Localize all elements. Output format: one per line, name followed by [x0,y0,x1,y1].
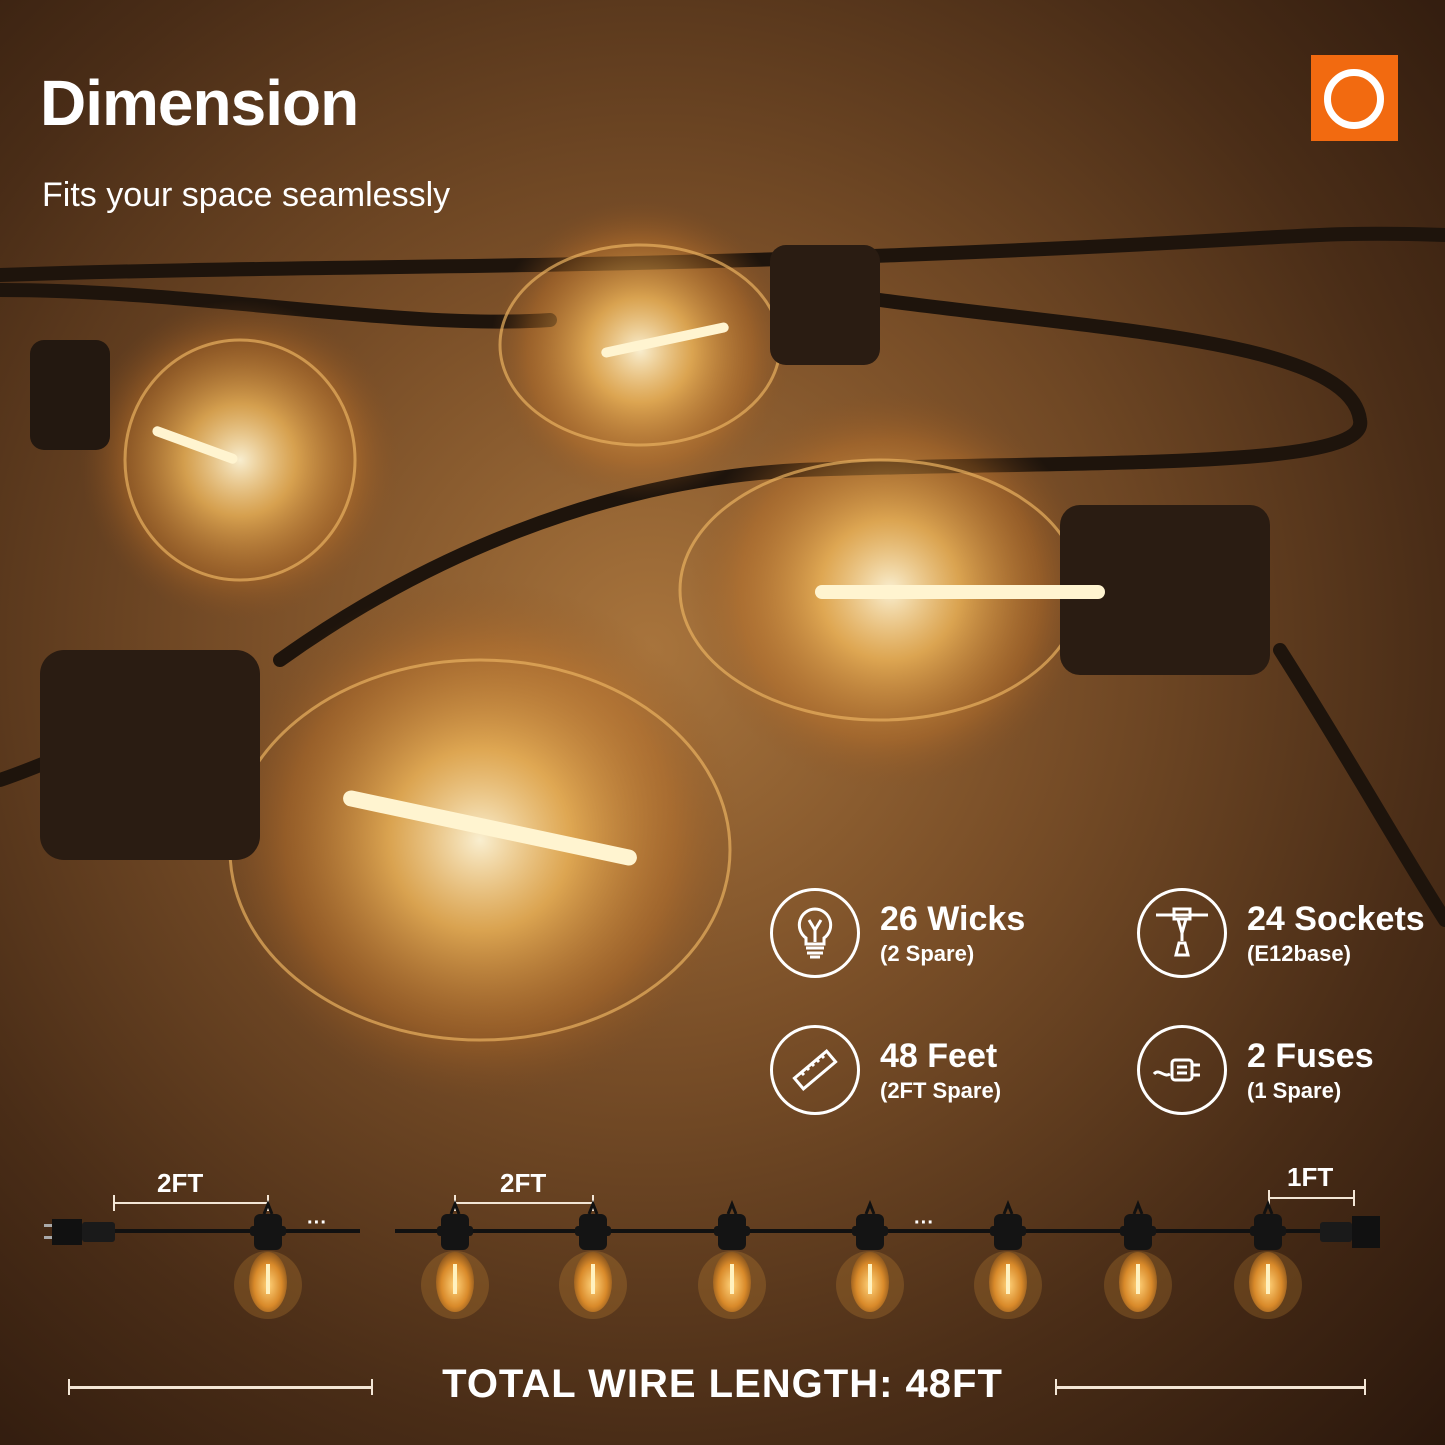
ellipsis-left: ··· [307,1212,327,1234]
lead-length-label: 2FT [157,1168,204,1198]
plug-icon [1137,1025,1227,1115]
spec-main: 26 Wicks [880,899,1026,938]
total-dimension-line-left [68,1379,373,1395]
spec-sub: (2 Spare) [880,940,975,966]
page-title: Dimension [40,67,359,139]
string-bulb [974,1200,1042,1319]
string-bulb [234,1200,302,1319]
spec-fuses: 2 Fuses (1 Spare) [1137,1025,1374,1115]
ruler-icon [770,1025,860,1115]
string-bulb [1104,1200,1172,1319]
spec-main: 24 Sockets [1247,899,1425,938]
total-wire-length: TOTAL WIRE LENGTH: 48FT [442,1362,1003,1406]
bulb-photo-1 [30,300,400,620]
spec-main: 48 Feet [880,1036,998,1075]
product-photo [0,200,1445,1100]
spec-sub: (E12base) [1247,940,1351,966]
string-bulb [698,1200,766,1319]
bulb-photo-3 [678,390,1270,790]
spec-feet: 48 Feet (2FT Spare) [770,1025,1001,1115]
total-dimension-line-right [1055,1379,1366,1395]
string-bulb [836,1200,904,1319]
spacing-length-label: 2FT [500,1168,547,1198]
string-bulb [1234,1200,1302,1319]
spec-sub: (1 Spare) [1247,1077,1342,1103]
string-bulb [559,1200,627,1319]
bulb-icon [770,888,860,978]
spec-sub: (2FT Spare) [880,1077,1002,1103]
female-plug-icon [1320,1216,1380,1248]
spec-main: 2 Fuses [1247,1036,1374,1075]
spec-sockets: 24 Sockets (E12base) [1137,888,1425,978]
ellipsis-middle: ··· [914,1212,934,1234]
tail-dimension-line [1268,1190,1355,1206]
string-diagram [44,1200,1380,1319]
page-subtitle: Fits your space seamlessly [42,176,451,214]
tail-length-label: 1FT [1287,1162,1334,1192]
string-bulb [421,1200,489,1319]
brand-logo [1311,55,1398,141]
spec-wicks: 26 Wicks (2 Spare) [770,888,1025,978]
male-plug-icon [44,1219,115,1245]
bulb-photo-4 [40,580,740,1100]
socket-icon [1137,888,1227,978]
